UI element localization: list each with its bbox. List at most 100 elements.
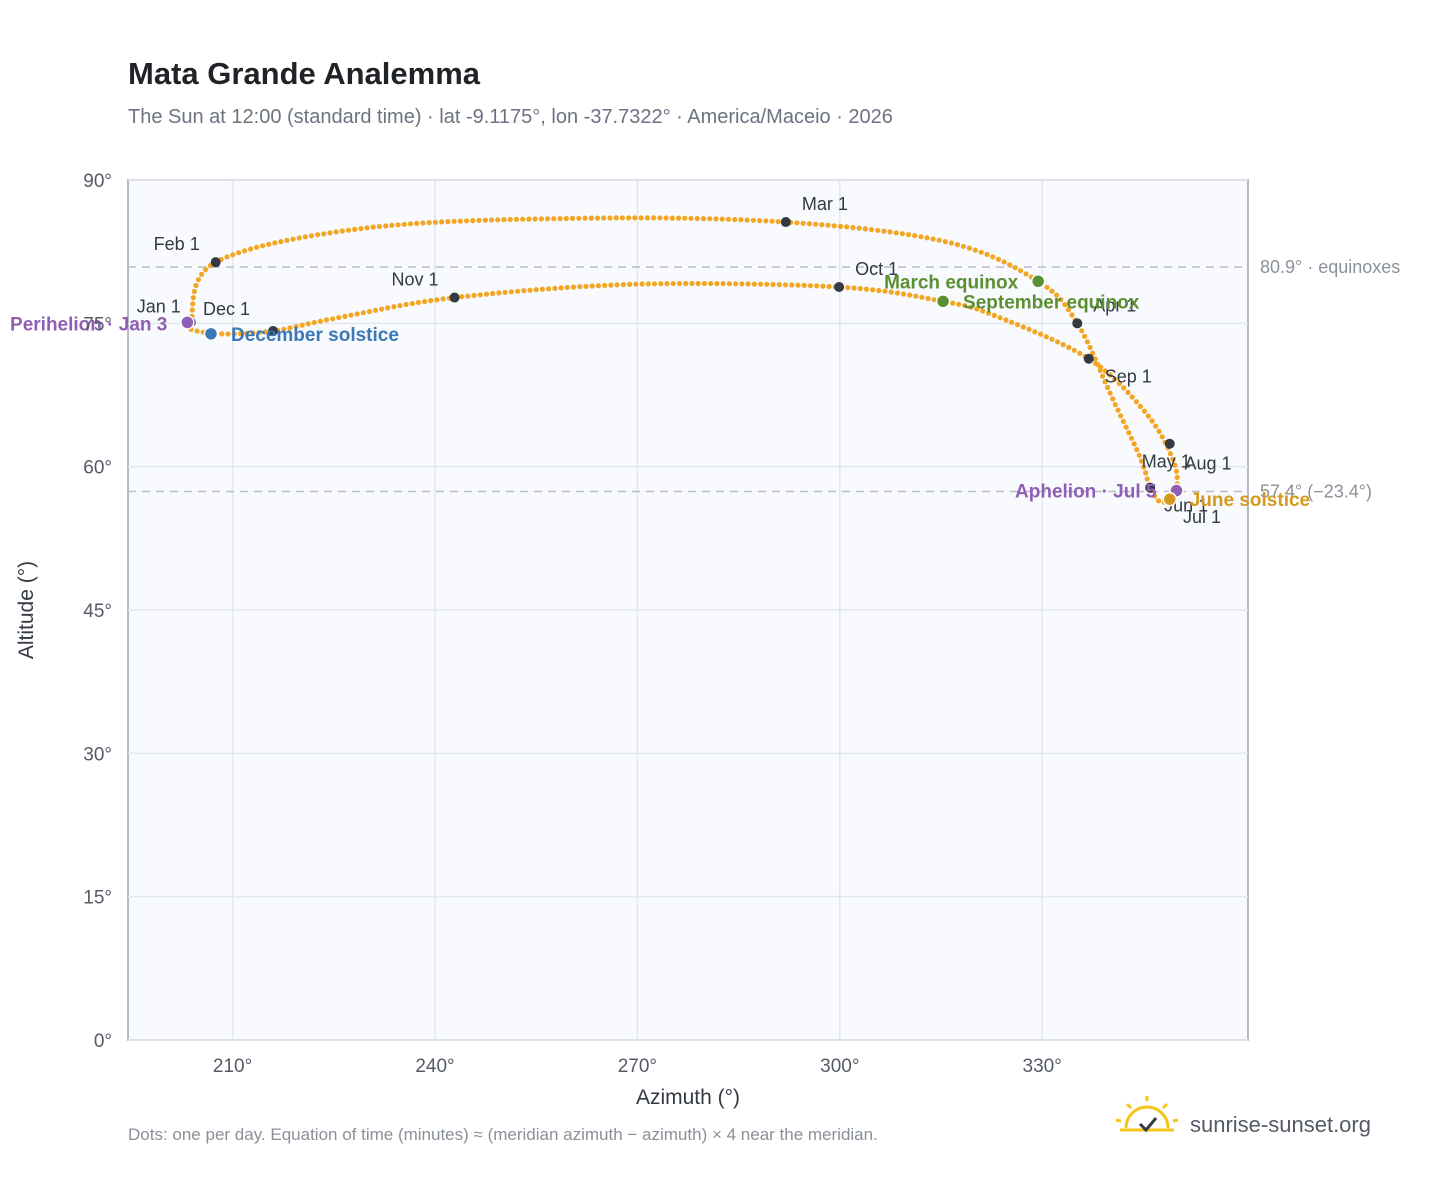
daily-sun-position [851,285,857,291]
daily-sun-position [1012,265,1018,271]
daily-sun-position [726,281,733,287]
daily-sun-position [1129,394,1135,400]
daily-sun-position [995,256,1002,262]
daily-sun-position [372,307,379,313]
daily-sun-position [428,298,434,304]
daily-sun-position [570,284,577,290]
daily-sun-position [501,217,507,223]
daily-sun-position [905,232,912,238]
daily-sun-position [676,215,682,221]
chart-subtitle: The Sun at 12:00 (standard time) · lat -… [128,106,893,128]
daily-sun-position [317,318,323,324]
daily-sun-position [602,282,608,288]
daily-sun-position [1152,493,1158,499]
daily-sun-position [231,331,237,337]
daily-sun-position [800,220,806,226]
daily-sun-position [315,232,321,238]
daily-sun-position [1007,262,1013,268]
daily-sun-position [199,271,205,277]
daily-sun-position [513,216,520,222]
event-markers: Perihelion · Jan 3 December solstice March… [10,272,1310,511]
daily-sun-position [1107,390,1113,396]
month-marker-label: Jul 1 [1183,507,1221,527]
daily-sun-position [422,298,428,305]
daily-sun-position [401,221,407,227]
daily-sun-position [775,219,781,225]
daily-sun-position [354,311,360,317]
daily-sun-position [837,223,844,229]
daily-sun-position [557,216,563,222]
daily-sun-position [293,324,299,330]
daily-sun-position [321,231,327,237]
daily-sun-position [457,218,463,224]
event-label: December solstice [231,325,399,346]
daily-sun-position [471,292,477,298]
daily-sun-position [733,281,739,287]
daily-sun-position [1055,339,1061,345]
daily-sun-position [739,281,745,287]
daily-sun-position [1020,324,1026,330]
daily-sun-position [757,218,763,224]
event-marker [935,294,951,309]
daily-sun-position [870,287,876,293]
daily-sun-position [526,216,532,222]
daily-sun-position [527,287,533,293]
month-marker-label: May 1 [1142,452,1191,472]
daily-sun-position [595,283,602,289]
daily-sun-position [980,308,986,314]
daily-sun-position [962,303,968,309]
daily-sun-position [1105,384,1111,391]
daily-sun-position [664,281,670,287]
daily-sun-position [720,281,726,287]
daily-sun-position [1115,407,1121,413]
month-marker [1145,482,1156,493]
daily-sun-position [899,231,906,237]
daily-sun-position [1071,347,1077,353]
daily-sun-position [299,322,305,328]
daily-sun-position [434,297,440,303]
daily-sun-position [244,330,250,336]
daily-sun-position [342,313,348,319]
daily-sun-position [230,252,236,258]
daily-sun-position [991,312,997,318]
daily-sun-position [1159,434,1165,440]
daily-sun-position [1172,462,1178,468]
daily-sun-position [256,329,262,336]
event-label: Perihelion · Jan 3 [10,314,167,335]
daily-sun-position [875,227,881,233]
daily-sun-position [888,289,894,295]
daily-sun-position [960,243,967,249]
daily-sun-position [391,304,397,310]
daily-sun-position [683,280,689,287]
daily-sun-position [862,226,868,232]
month-marker-label: Dec 1 [203,299,250,319]
daily-sun-position [266,241,272,247]
daily-sun-position [1174,474,1180,480]
daily-sun-position [1054,292,1060,298]
daily-sun-position [407,221,414,227]
daily-sun-position [1139,458,1145,464]
daily-sun-position [1009,319,1015,325]
daily-sun-position [539,286,546,292]
daily-sun-position [632,215,638,221]
daily-sun-position [250,330,256,336]
daily-sun-position [278,239,284,245]
daily-sun-position [974,306,980,312]
daily-sun-position [219,331,225,337]
daily-sun-position [745,281,751,287]
daily-sun-position [613,215,619,221]
daily-sun-position [287,325,293,331]
daily-sun-position [1060,342,1066,348]
daily-sun-position [415,299,421,306]
daily-sun-position [465,293,471,299]
daily-sun-position [907,292,913,298]
daily-sun-position [507,216,513,223]
event-marker [1162,491,1177,507]
daily-sun-position [831,223,837,229]
daily-sun-position [495,217,501,223]
daily-sun-position [1121,385,1127,391]
daily-sun-position [1125,389,1131,395]
daily-sun-position [614,282,620,288]
daily-sun-position [1156,498,1162,504]
daily-sun-position [795,282,801,288]
